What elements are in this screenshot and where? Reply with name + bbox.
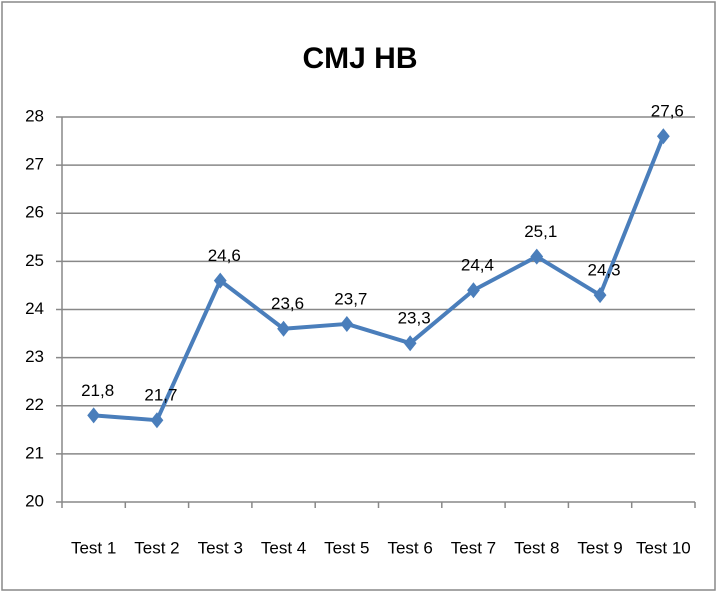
y-tick-label: 23	[25, 347, 44, 366]
x-tick-label: Test 2	[134, 538, 179, 557]
data-marker	[340, 315, 354, 332]
x-tick-label: Test 10	[636, 538, 691, 557]
x-tick-label: Test 3	[198, 538, 243, 557]
chart-title: CMJ HB	[302, 42, 417, 75]
y-tick-label: 25	[25, 251, 44, 270]
data-line	[93, 135, 666, 423]
data-label: 23,7	[334, 289, 367, 308]
data-label: 23,3	[398, 309, 431, 328]
data-label: 24,4	[461, 256, 494, 275]
data-label: 21,7	[144, 386, 177, 405]
data-marker	[467, 282, 480, 299]
x-tick-label: Test 5	[324, 538, 369, 557]
data-label: 25,1	[524, 222, 557, 241]
y-tick-label: 27	[25, 155, 44, 174]
y-tick-label: 20	[25, 491, 44, 510]
x-tick-label: Test 6	[387, 538, 432, 557]
data-label: 24,6	[208, 246, 241, 265]
data-marker	[213, 272, 227, 289]
x-tick-label: Test 9	[577, 538, 622, 557]
data-label: 23,6	[271, 294, 304, 313]
y-tick-label: 24	[25, 299, 44, 318]
y-tick-label: 26	[25, 203, 44, 222]
x-tick-label: Test 4	[261, 538, 306, 557]
data-label: 21,8	[81, 381, 114, 400]
data-marker	[277, 320, 290, 337]
x-tick-label: Test 7	[451, 538, 496, 557]
data-marker	[150, 412, 164, 429]
data-label: 24,3	[588, 261, 621, 280]
data-marker	[593, 287, 607, 304]
data-marker	[87, 407, 101, 424]
x-tick-label: Test 1	[71, 538, 116, 557]
data-marker	[403, 335, 417, 352]
y-tick-label: 22	[25, 395, 44, 414]
data-marker	[656, 128, 670, 145]
data-marker	[530, 248, 544, 265]
x-tick-label: Test 8	[514, 538, 559, 557]
y-tick-label: 21	[25, 443, 44, 462]
data-label: 27,6	[651, 102, 684, 121]
y-tick-label: 28	[25, 106, 44, 125]
